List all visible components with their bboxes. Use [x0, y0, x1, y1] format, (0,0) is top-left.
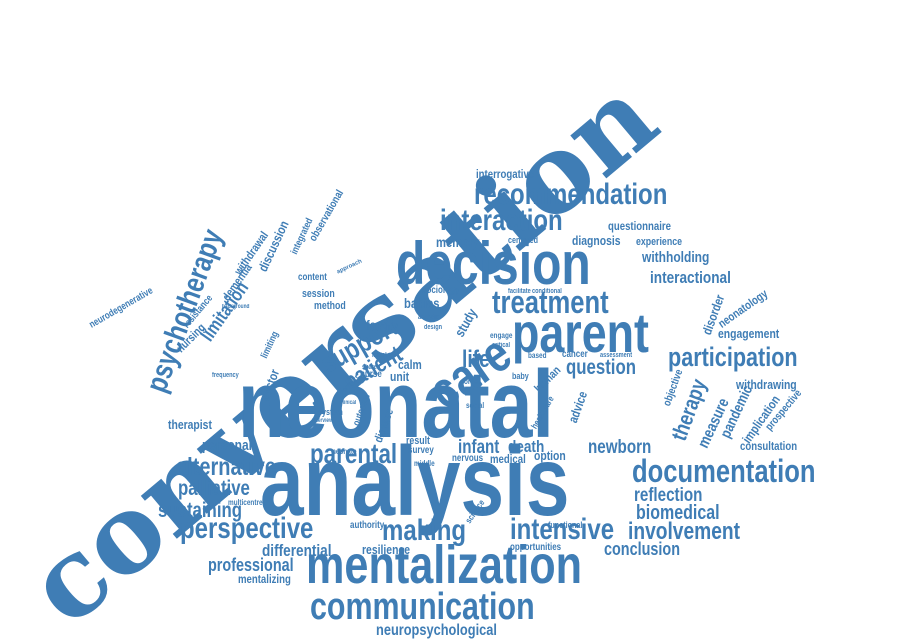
word-involvement: involvement — [628, 518, 741, 545]
word-engagement: engagement — [718, 326, 780, 341]
word-analytic: analytic — [418, 314, 439, 321]
word-clinical: clinical — [340, 400, 357, 406]
word-documentation: documentation — [632, 453, 816, 489]
word-shared: shared — [362, 364, 381, 371]
word-interrogative: interrogative — [476, 167, 535, 181]
word-frequency: frequency — [212, 372, 239, 379]
word-diagnosis: diagnosis — [572, 233, 621, 248]
word-authority: authority — [350, 520, 385, 531]
word-family: family — [366, 317, 399, 333]
word-recommendation: recommendation — [474, 178, 668, 211]
word-mentalization: mentalization — [306, 535, 583, 595]
word-alternative: alternative — [176, 453, 277, 481]
word-result: result — [406, 435, 430, 447]
word-nurse: nurse — [360, 369, 382, 380]
word-neuropsychological: neuropsychological — [376, 622, 497, 639]
word-resilience: resilience — [362, 542, 410, 557]
word-content: content — [298, 272, 327, 283]
word-critical: critical — [492, 342, 511, 349]
word-engage: engage — [490, 331, 513, 340]
word-neurodegenerative: neurodegenerative — [87, 285, 155, 331]
word-design: design — [424, 324, 443, 331]
word-parent: parent — [512, 301, 649, 364]
word-method: method — [314, 300, 346, 312]
word-opportunities: opportunities — [510, 542, 562, 553]
word-option: option — [534, 448, 566, 463]
word-calm: calm — [398, 357, 422, 372]
word-memory: memory — [436, 234, 480, 250]
word-interview: interview — [312, 418, 333, 424]
word-treatment: treatment — [492, 284, 609, 320]
word-palliative: palliative — [178, 477, 250, 500]
word-professional: professional — [208, 555, 294, 575]
word-order: order — [464, 377, 481, 386]
word-biomedical: biomedical — [636, 502, 720, 524]
word-cancer: cancer — [562, 349, 588, 360]
word-neonatal: neonatal — [238, 351, 554, 458]
word-neonate: neonate — [332, 447, 357, 456]
word-advice: advice — [565, 389, 591, 425]
word-experience: experience — [636, 236, 682, 248]
word-observational: observational — [307, 187, 347, 244]
word-perspective: perspective — [180, 512, 314, 545]
word-sociology: sociology — [422, 285, 460, 296]
word-unit: unit — [390, 369, 410, 384]
word-medical: medical — [490, 452, 526, 466]
word-differential: differential — [262, 541, 332, 560]
word-therapist: therapist — [168, 417, 212, 432]
word-baby: baby — [512, 371, 529, 381]
word-based: based — [528, 351, 547, 360]
word-facilitate: facilitate — [508, 288, 531, 295]
word-conditional: conditional — [532, 288, 562, 295]
word-life: life — [462, 346, 490, 373]
word-infant: infant — [458, 437, 500, 458]
word-withholding: withholding — [642, 249, 710, 266]
word-session: session — [302, 288, 335, 300]
word-initial: initial — [372, 352, 387, 359]
word-multicentre: multicentre — [228, 498, 263, 507]
word-communication: communication — [310, 586, 535, 628]
word-personal: personal — [202, 437, 253, 454]
word-sustaining: sustaining — [158, 499, 243, 522]
word-centered: centered — [508, 235, 539, 245]
word-consultation: consultation — [740, 439, 798, 453]
word-nervous: nervous — [452, 453, 484, 464]
word-neonatology: neonatology — [715, 286, 771, 331]
word-newborn: newborn — [588, 437, 652, 458]
word-background: background — [222, 304, 250, 310]
word-decision: decision — [396, 230, 591, 297]
word-social: social — [466, 401, 485, 410]
word-participation: participation — [668, 342, 798, 372]
word-babies: babies — [404, 295, 440, 311]
word-parental: parental — [310, 438, 398, 469]
word-survey: survey — [408, 445, 434, 456]
word-system: system — [318, 407, 343, 417]
word-intensive: intensive — [510, 513, 615, 546]
word-interaction: interaction — [440, 204, 563, 237]
word-analysis: analysis — [260, 426, 570, 536]
word-functional: functional — [548, 520, 583, 530]
word-questionnaire: questionnaire — [608, 219, 671, 233]
word-reflection: reflection — [634, 485, 703, 506]
word-making: making — [382, 514, 467, 547]
word-question: question — [566, 356, 636, 379]
word-interactional: interactional — [650, 268, 731, 287]
word-middle: middle — [414, 459, 435, 468]
word-mentalizing: mentalizing — [238, 572, 291, 586]
word-withdrawing: withdrawing — [736, 377, 797, 392]
word-assessment: assessment — [600, 352, 633, 359]
word-death: death — [508, 437, 545, 456]
word-conclusion: conclusion — [604, 539, 681, 559]
